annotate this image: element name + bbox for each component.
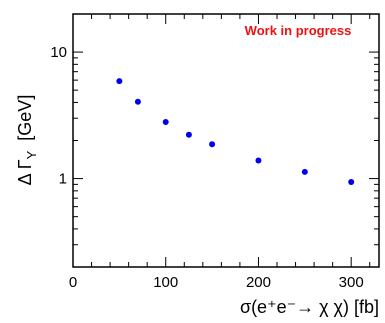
data-point (185, 131, 192, 138)
tick-labels: 0 100 200 300 1 10 (50, 44, 363, 291)
x-axis-title: σ(e⁺e⁻→ χ χ) [fb] (240, 297, 379, 317)
data-point (134, 98, 141, 105)
data-point (116, 78, 123, 85)
x-tick-label: 100 (153, 274, 178, 291)
x-tick-label: 300 (339, 274, 364, 291)
y-axis-title: Δ ΓY [GeV] (15, 95, 39, 186)
y-tick-label: 1 (59, 171, 67, 188)
svg-text:Δ ΓY[GeV]: Δ ΓY [GeV] (15, 95, 39, 186)
data-point (301, 168, 308, 175)
data-point (162, 119, 169, 126)
y-tick-label: 10 (50, 44, 67, 61)
x-tick-label: 200 (246, 274, 271, 291)
data-point (209, 141, 216, 148)
data-point (348, 178, 355, 185)
plot-frame (72, 13, 380, 268)
axis-ticks (73, 13, 379, 268)
y-axis-title-unit: [GeV] (15, 95, 35, 141)
x-tick-label: 0 (69, 274, 77, 291)
annotation-work-in-progress: Work in progress (245, 23, 352, 38)
y-axis-title-subscript: Y (24, 150, 39, 159)
data-point (255, 157, 262, 164)
y-axis-title-main: Δ Γ (15, 159, 35, 185)
data-points (116, 78, 355, 185)
